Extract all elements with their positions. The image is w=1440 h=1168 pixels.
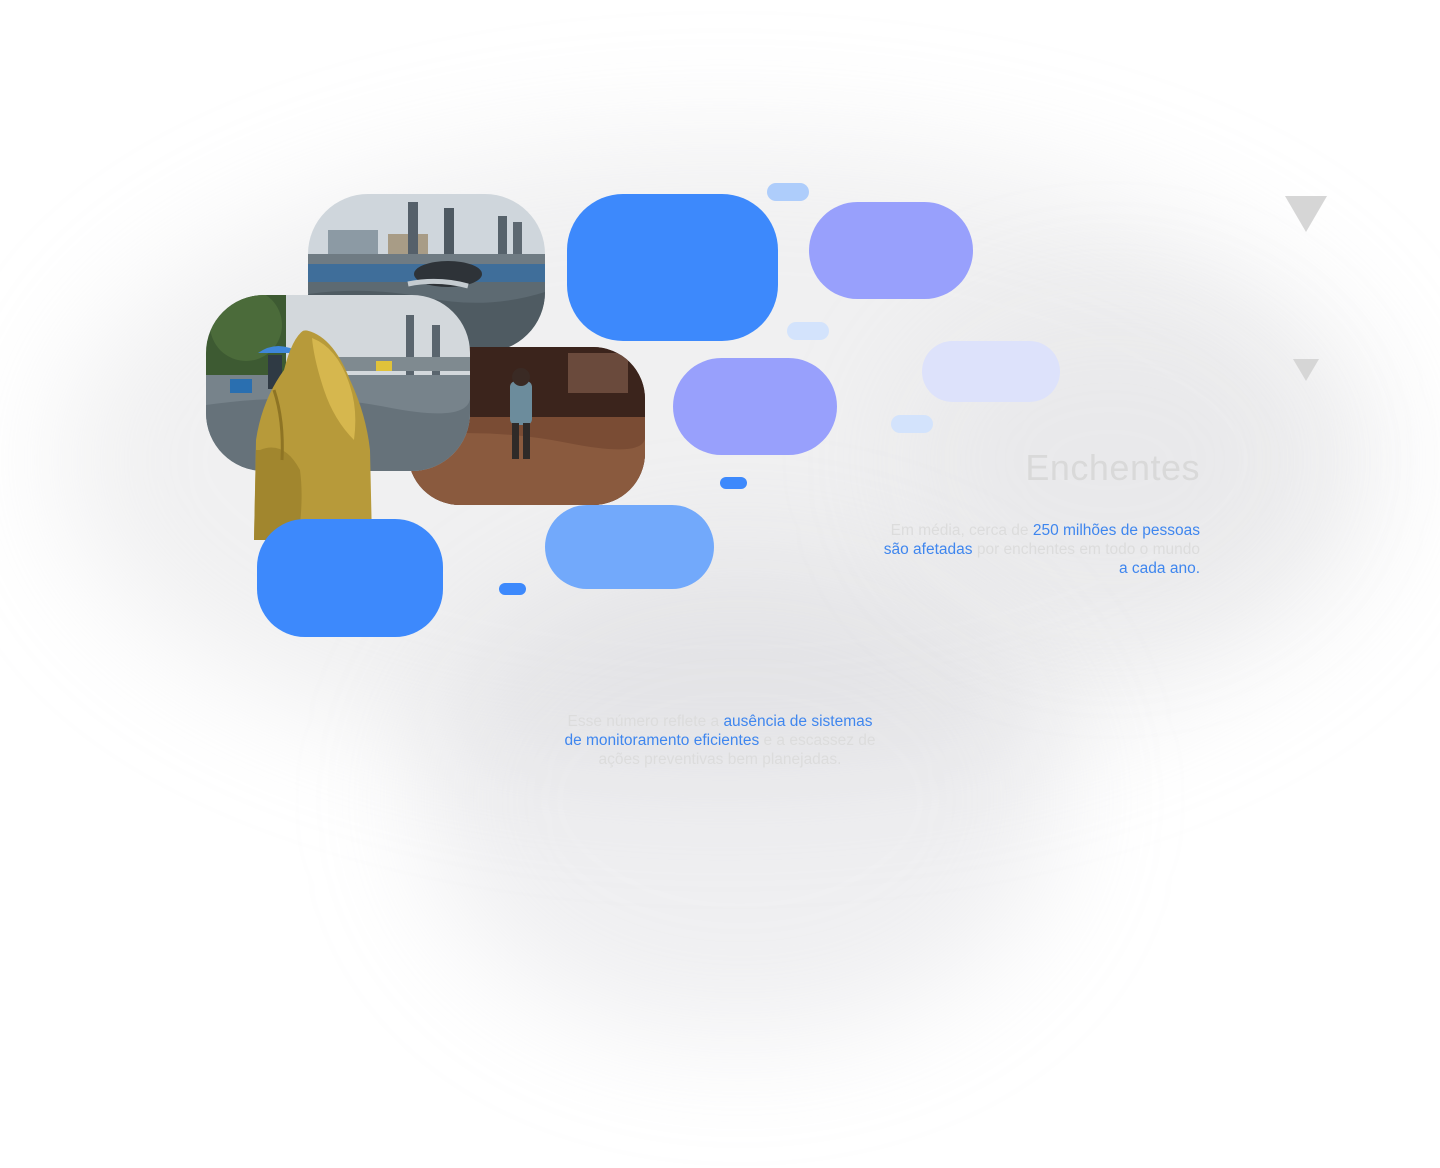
intro-highlight: 250 milhões de pessoas são afetadas [883,522,1200,558]
decorative-pill [257,519,443,637]
detail-paragraph: Esse número reflete a ausência de sistem… [560,712,880,769]
decorative-pill [720,477,747,489]
intro-text: por enchentes em todo o mundo [972,541,1200,558]
decorative-pill [787,322,829,340]
triangle-down-icon [1293,359,1319,381]
photo-person-yellow-raincoat [254,330,372,540]
decorative-pill [809,202,973,299]
decorative-pill [922,341,1060,402]
intro-text: Em média, cerca de [890,522,1033,539]
decorative-pill [499,583,526,595]
intro-paragraph: Em média, cerca de 250 milhões de pessoa… [880,521,1200,578]
triangle-down-icon [1285,196,1327,232]
detail-text: e a escassez de ações preventivas bem pl… [598,732,876,768]
detail-text: Esse número reflete a [567,713,724,730]
section-title: Enchentes [1025,447,1200,488]
intro-highlight: a cada ano. [1118,560,1200,577]
decorative-pill [567,194,778,341]
decorative-pill [545,505,714,589]
detail-highlight: ausência de sistemas de monitoramento ef… [564,713,873,749]
decorative-pill [891,415,933,433]
decorative-pill [673,358,837,455]
background-haze [420,560,1060,1040]
raincoat-figure-image [254,330,372,540]
decorative-pill [767,183,809,201]
